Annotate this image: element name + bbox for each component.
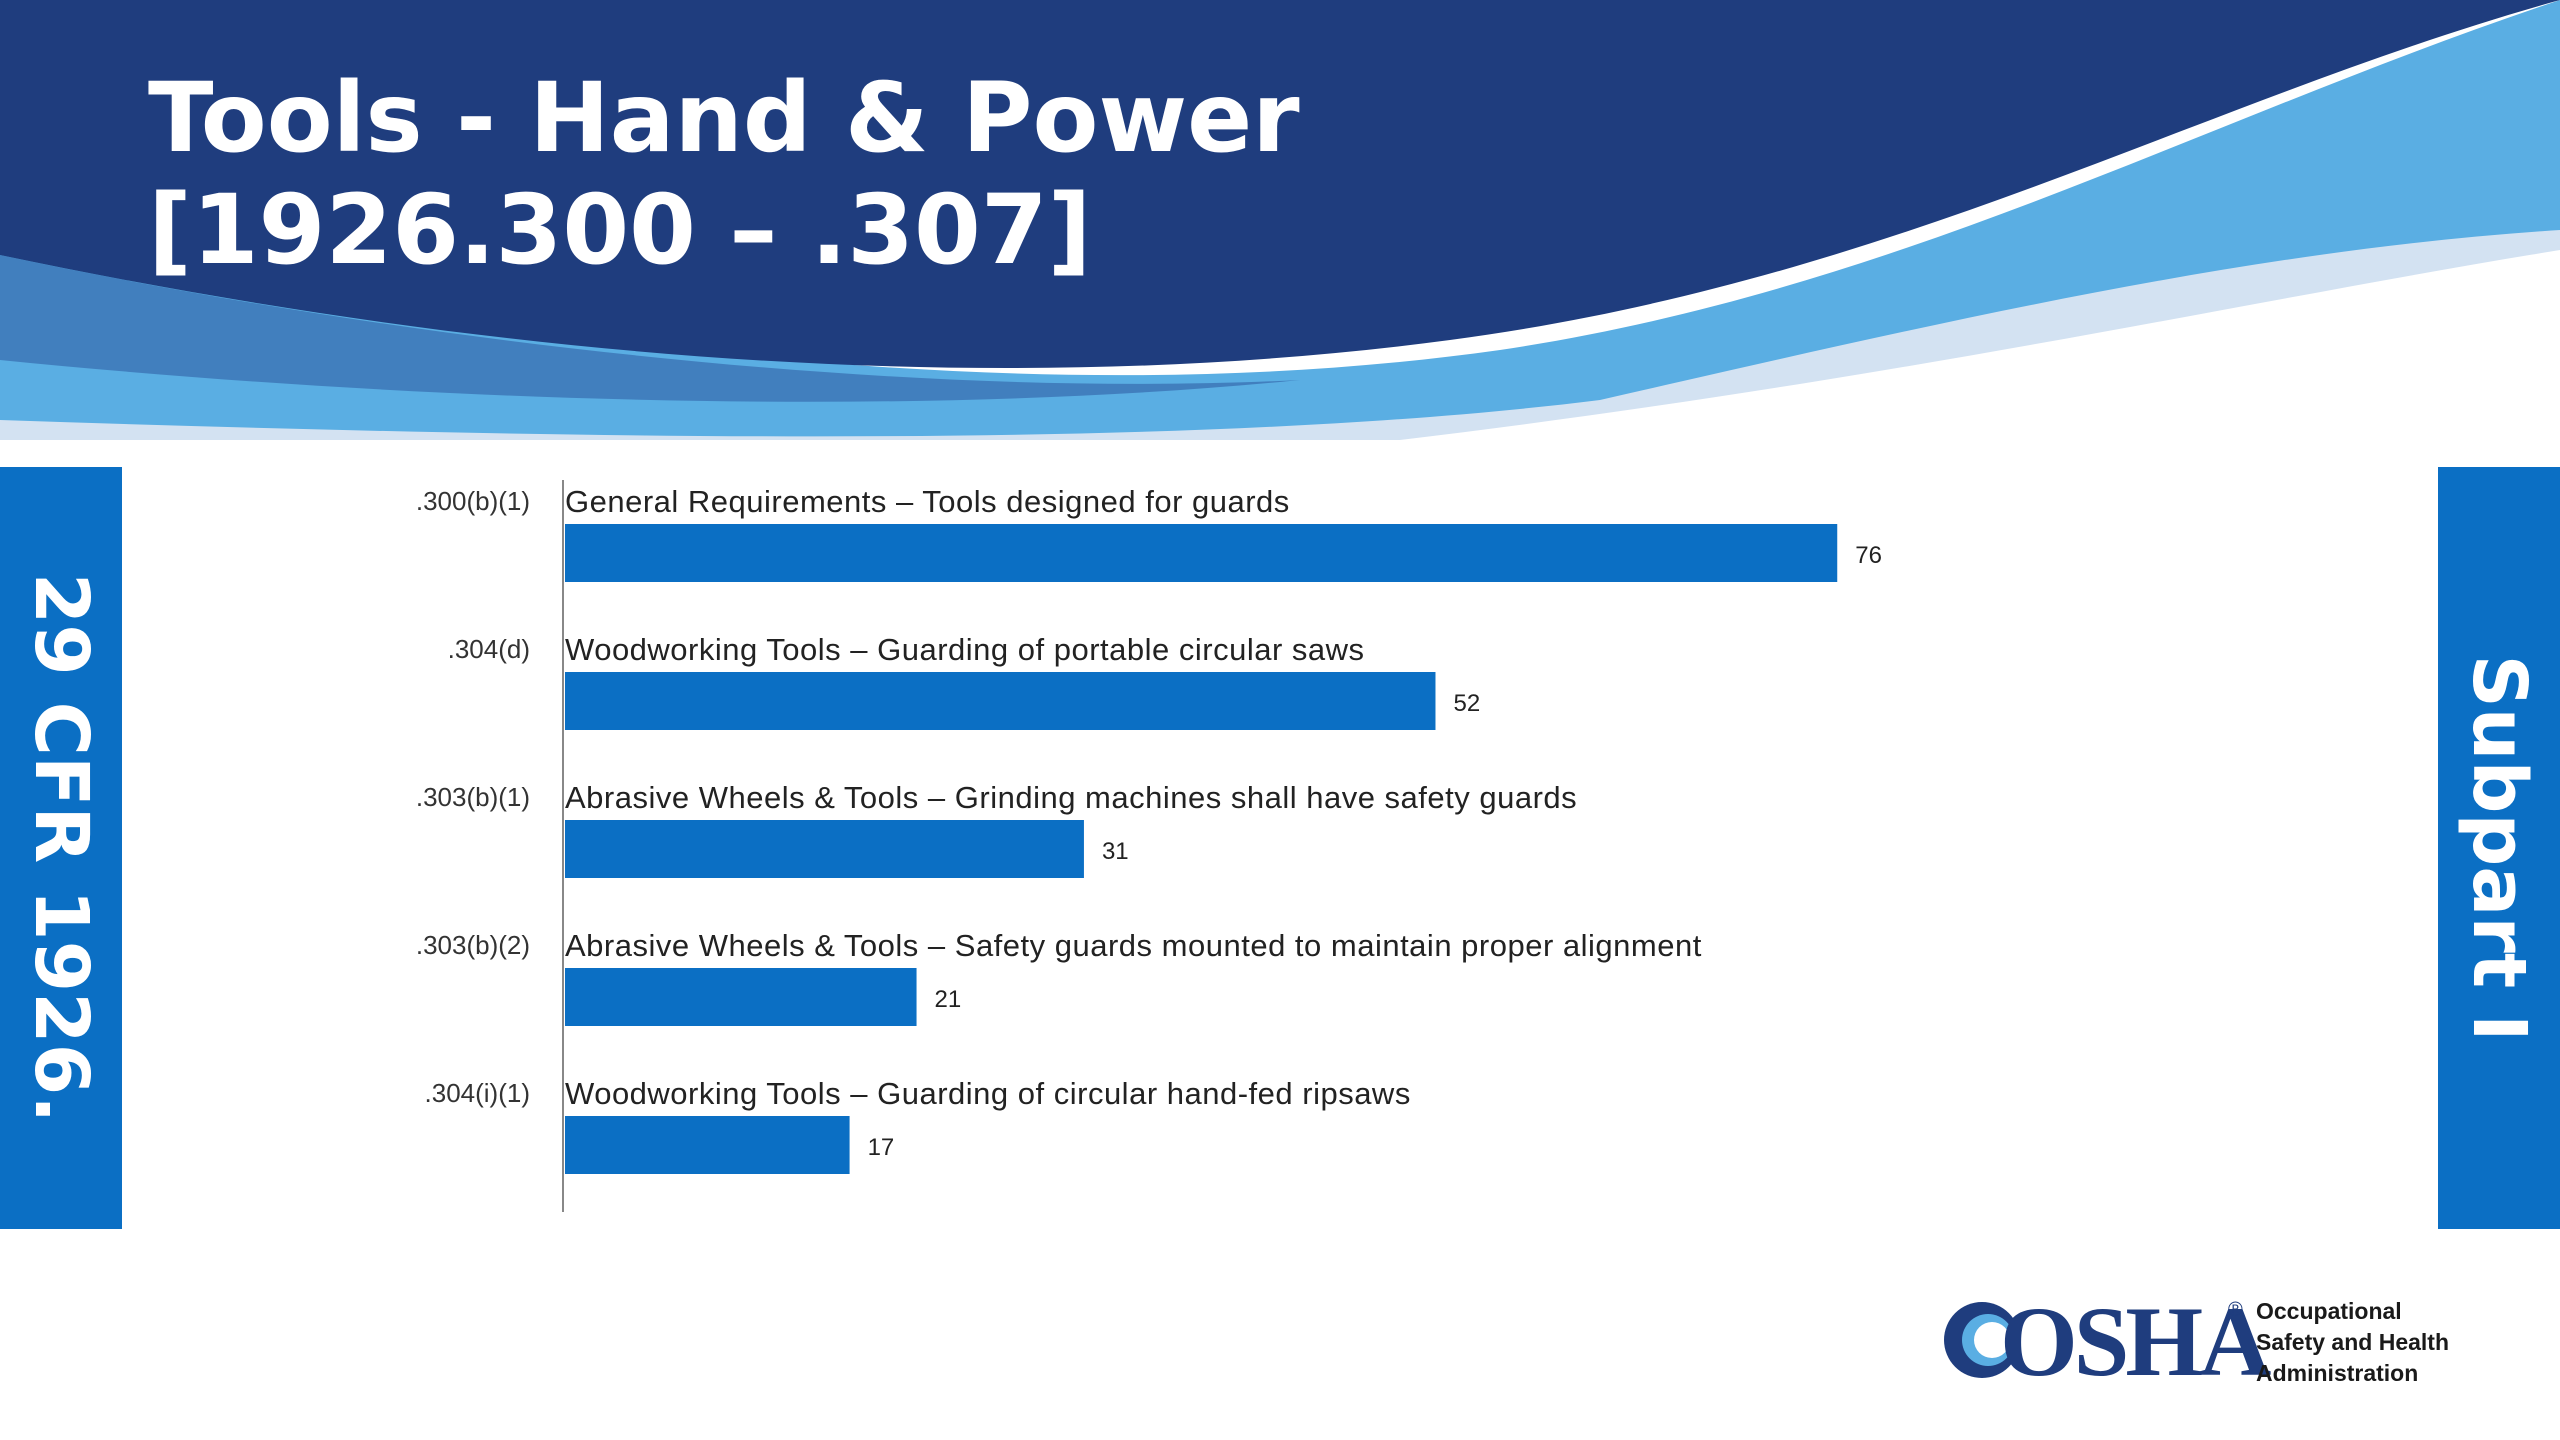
- osha-logo: OSHA ®: [1944, 1290, 2275, 1390]
- header-mid-wave: [0, 255, 1300, 402]
- osha-agency-line-3: Administration: [2256, 1360, 2419, 1386]
- bar: [565, 672, 1436, 730]
- bar: [565, 1116, 850, 1174]
- category-code-label: .304(d): [448, 634, 530, 664]
- bar: [565, 820, 1084, 878]
- osha-agency-line-1: Occupational: [2256, 1298, 2402, 1324]
- category-code-label: .303(b)(1): [416, 782, 530, 812]
- bar-value-label: 31: [1102, 838, 1129, 865]
- header-light-wave: [0, 0, 2560, 437]
- bar: [565, 524, 1838, 582]
- bar-value-label: 21: [935, 986, 962, 1013]
- category-description-label: General Requirements – Tools designed fo…: [565, 484, 1290, 519]
- osha-agency-line-2: Safety and Health: [2256, 1329, 2449, 1355]
- category-description-label: Abrasive Wheels & Tools – Grinding machi…: [565, 780, 1577, 815]
- category-description-label: Abrasive Wheels & Tools – Safety guards …: [565, 928, 1702, 963]
- osha-wordmark: OSHA: [2000, 1290, 2271, 1390]
- category-code-label: .300(b)(1): [416, 486, 530, 516]
- category-code-label: .303(b)(2): [416, 930, 530, 960]
- header-dark-wave: [0, 0, 2560, 369]
- right-side-band: Subpart I: [2438, 467, 2560, 1229]
- category-description-label: Woodworking Tools – Guarding of circular…: [565, 1076, 1411, 1111]
- category-code-label: .304(i)(1): [425, 1078, 530, 1108]
- slide-title-line-1: Tools - Hand & Power: [148, 62, 1300, 174]
- left-side-band: 29 CFR 1926.: [0, 467, 122, 1229]
- bar: [565, 968, 917, 1026]
- osha-agency-name: Occupational Safety and Health Administr…: [2256, 1296, 2449, 1389]
- osha-registered-mark: ®: [2228, 1299, 2243, 1321]
- bar-value-label: 76: [1855, 542, 1882, 569]
- category-description-label: Woodworking Tools – Guarding of portable…: [565, 632, 1365, 667]
- bar-value-label: 17: [868, 1134, 895, 1161]
- chart-marks: .300(b)(1) General Requirements – Tools d…: [416, 484, 1882, 1174]
- bar-value-label: 52: [1453, 690, 1480, 717]
- slide-title-line-2: [1926.300 – .307]: [148, 174, 1092, 286]
- slide-title: Tools - Hand & Power [1926.300 – .307]: [148, 62, 1300, 286]
- header-wave-banner: [0, 0, 2560, 440]
